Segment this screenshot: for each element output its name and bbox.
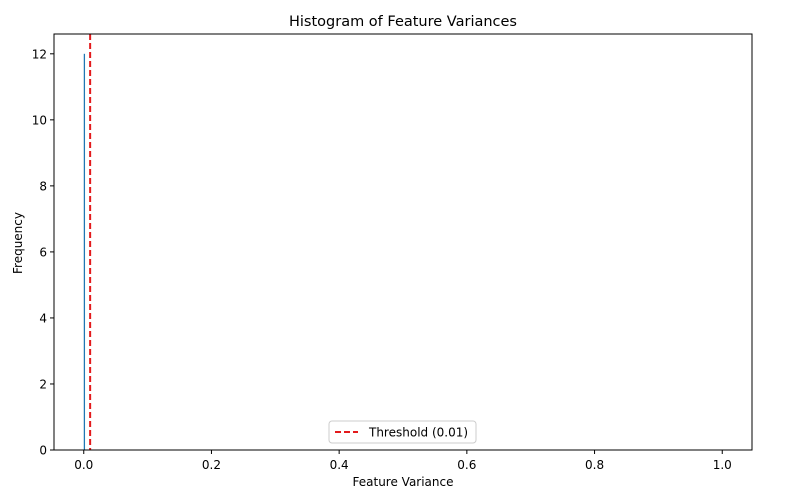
plot-area: 0 2 4 6 8 10 12 0.0 0.2 0.4 0.6 0.8 1.0 [32,33,753,472]
y-tick-label-0: 0 [39,444,47,458]
x-tick-label-4: 0.8 [585,458,604,472]
y-tick-label-2: 2 [39,377,47,391]
x-tick-label-5: 1.0 [713,458,732,472]
y-tick-label-8: 8 [39,179,47,193]
x-tick-label-0: 0.0 [74,458,93,472]
x-axis-label: Feature Variance [353,475,454,489]
x-tick-label-3: 0.6 [457,458,476,472]
y-tick-label-4: 4 [39,311,47,325]
y-axis-label: Frequency [11,212,25,274]
y-tick-label-12: 12 [32,47,47,61]
histogram-bar-0 [83,53,86,451]
legend: Threshold (0.01) [328,420,477,444]
y-tick-label-6: 6 [39,245,47,259]
chart-title: Histogram of Feature Variances [289,14,517,30]
x-tick-label-2: 0.4 [330,458,349,472]
legend-frame [328,420,477,444]
x-tick-label-1: 0.2 [202,458,221,472]
axes-frame [53,33,753,451]
legend-threshold-label: Threshold (0.01) [368,426,468,440]
y-tick-label-10: 10 [32,113,47,127]
